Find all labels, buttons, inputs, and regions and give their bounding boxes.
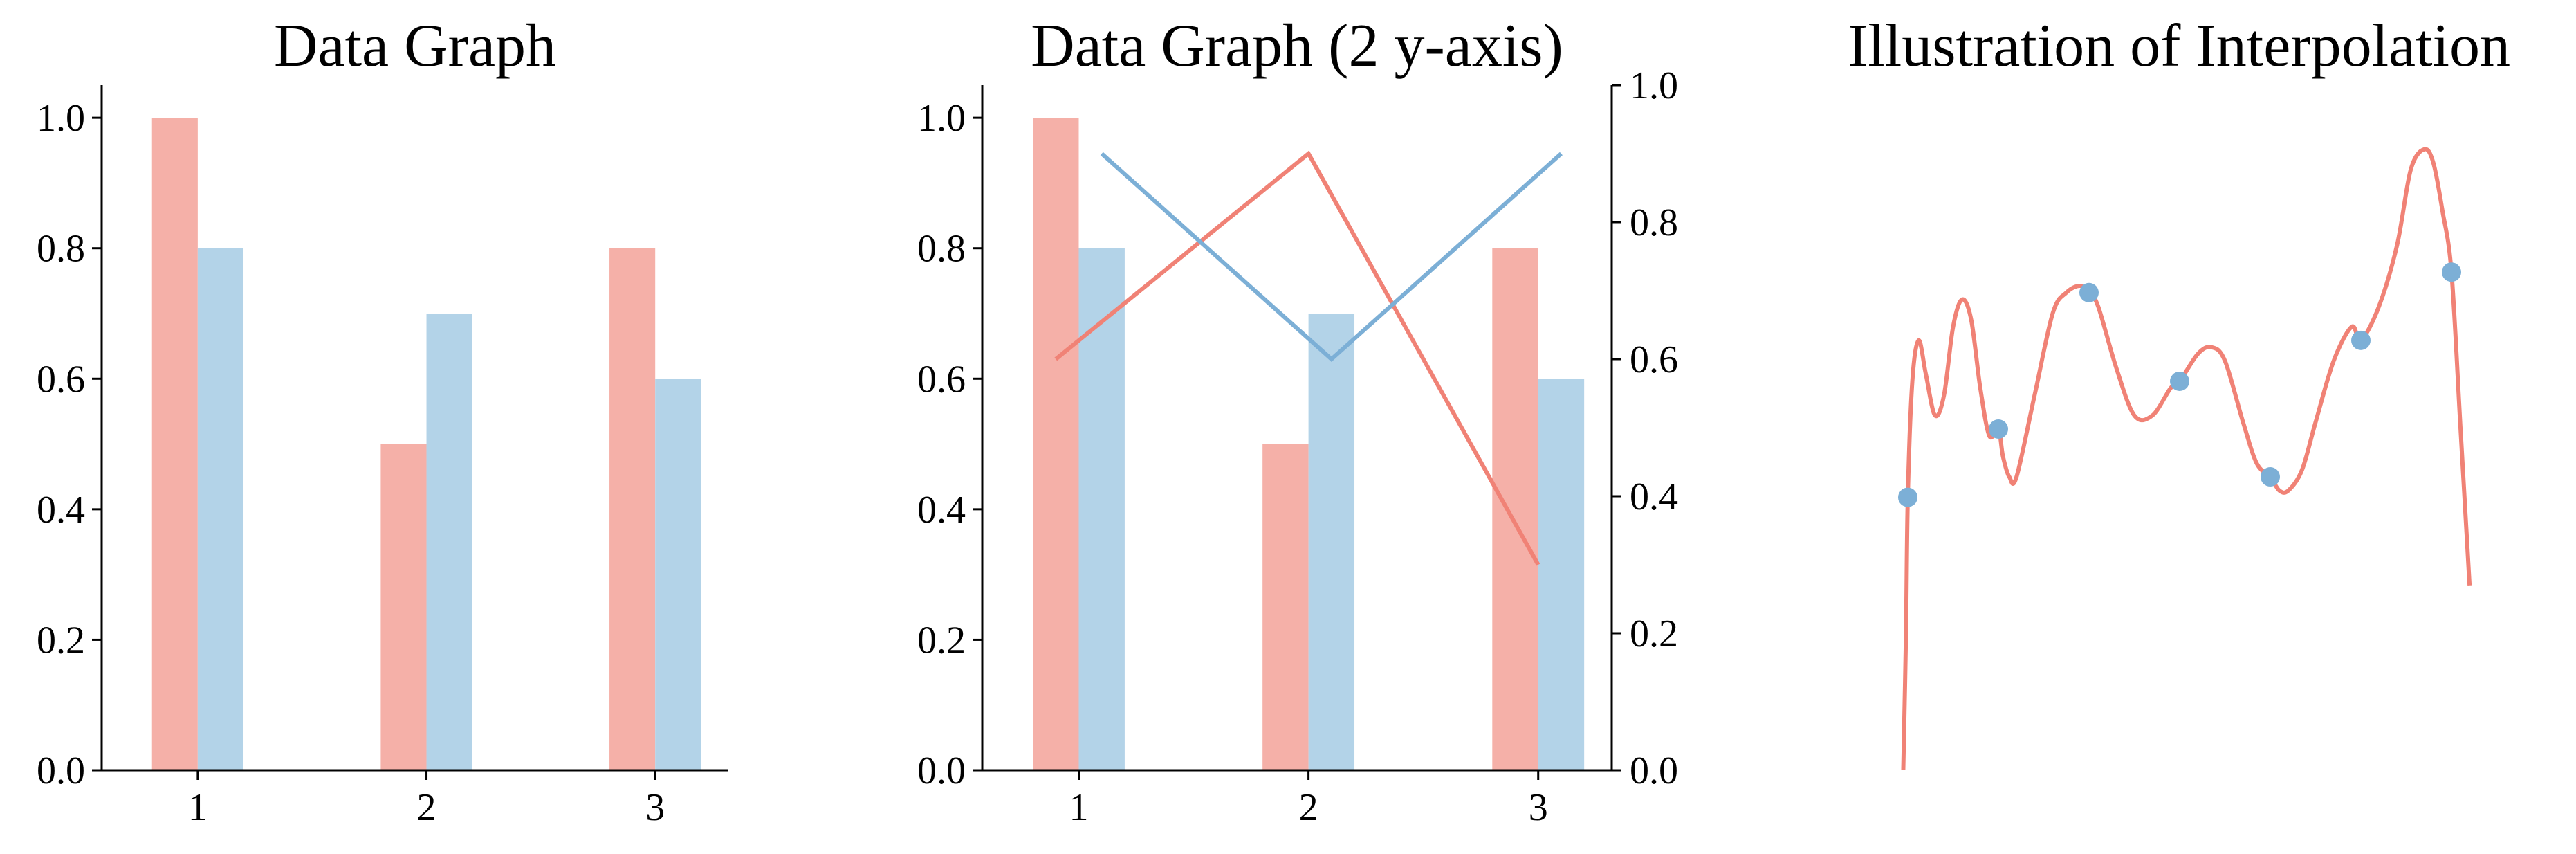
- axes: 1 2 3 0.0 0.2 0.4 0.6 0.8 1.0 0.0 0.2 0.4 0.6 0.8 1.0: [917, 64, 1678, 829]
- y-tick-label: 0.0: [37, 749, 85, 792]
- bar-series-1: [1033, 118, 1079, 771]
- data-point: [1898, 487, 1917, 507]
- x-tick-label: 1: [188, 786, 208, 829]
- secondary-y-tick-label: 0.6: [1630, 338, 1678, 381]
- bar-series-1: [609, 248, 656, 770]
- bar-series-2: [1538, 379, 1585, 770]
- bar-series-2: [1308, 314, 1355, 770]
- y-tick-label: 0.8: [917, 228, 966, 271]
- chart-title: Illustration of Interpolation: [1848, 12, 2510, 80]
- y-tick-label: 0.6: [37, 358, 85, 401]
- x-tick-label: 3: [645, 786, 665, 829]
- interpolation-plot: [1898, 147, 2472, 771]
- y-tick-label: 0.4: [37, 489, 85, 532]
- data-point: [2261, 467, 2280, 487]
- x-tick-label: 2: [1299, 786, 1318, 829]
- axes: 1 2 3 0.0 0.2 0.4 0.6 0.8 1.0: [37, 85, 728, 829]
- secondary-y-tick-label: 0.8: [1630, 201, 1678, 244]
- data-point: [2079, 282, 2099, 302]
- x-tick-label: 2: [417, 786, 436, 829]
- chart-title: Data Graph (2 y-axis): [1031, 12, 1563, 80]
- x-tick-label: 1: [1069, 786, 1088, 829]
- bar-series-2: [655, 379, 701, 770]
- bars: [151, 118, 701, 771]
- y-tick-label: 0.8: [37, 228, 85, 271]
- bars: [1033, 118, 1585, 771]
- secondary-y-tick-label: 0.0: [1630, 749, 1678, 792]
- secondary-lines: [1054, 150, 1563, 566]
- line-red: [1054, 150, 1540, 566]
- y-tick-label: 1.0: [917, 97, 966, 140]
- data-point: [1989, 419, 2008, 439]
- bar-series-2: [426, 314, 472, 770]
- y-tick-label: 0.4: [917, 489, 966, 532]
- data-point: [2170, 371, 2189, 391]
- data-point: [2442, 262, 2461, 282]
- secondary-y-tick-label: 0.2: [1630, 612, 1678, 655]
- bar-series-1: [151, 118, 198, 771]
- y-tick-label: 0.6: [917, 358, 966, 401]
- bar-series-2: [1078, 248, 1125, 770]
- panel-interpolation: Illustration of Interpolation: [1848, 12, 2510, 771]
- chart-title: Data Graph: [274, 12, 556, 80]
- y-tick-label: 0.2: [37, 619, 85, 662]
- x-tick-label: 3: [1529, 786, 1548, 829]
- secondary-y-tick-label: 0.4: [1630, 475, 1678, 518]
- bar-series-1: [380, 444, 427, 770]
- y-tick-label: 1.0: [37, 97, 85, 140]
- panel-data-graph-2-y-axis: Data Graph (2 y-axis) 1 2 3 0.0 0.2 0.4 0.6 0.8…: [917, 12, 1678, 829]
- line-blue: [1100, 152, 1563, 363]
- y-tick-label: 0.0: [917, 749, 966, 792]
- data-point: [2351, 330, 2371, 350]
- interpolation-curve: [1901, 147, 2472, 771]
- panel-data-graph: Data Graph 1 2 3 0.0 0.2 0.4 0.6 0.8 1.0: [37, 12, 728, 829]
- bar-series-2: [197, 248, 244, 770]
- secondary-y-tick-label: 1.0: [1630, 64, 1678, 107]
- bar-series-1: [1492, 248, 1538, 770]
- bar-series-1: [1262, 444, 1309, 770]
- y-tick-label: 0.2: [917, 619, 966, 662]
